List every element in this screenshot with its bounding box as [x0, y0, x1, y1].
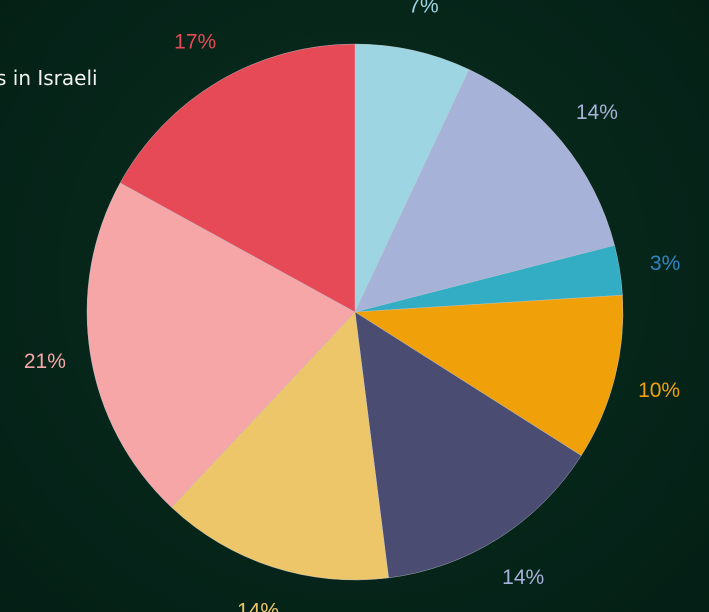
pie-slice-7	[86, 182, 356, 508]
pie-label-4: 10%	[638, 379, 680, 402]
pie-labels: 7% 14% 3% 10% 14% 14% 21% 17%	[24, 0, 680, 612]
chart-title: s in Israeli	[0, 66, 98, 90]
pie-label-7: 21%	[24, 350, 66, 373]
pie-slices	[86, 43, 624, 581]
pie-label-8: 17%	[174, 31, 216, 54]
pie-label-3: 3%	[650, 252, 680, 275]
pie-label-2: 14%	[576, 101, 618, 124]
pie-label-1: 7%	[408, 0, 438, 18]
pie-slice-6	[171, 311, 389, 581]
pie-label-5: 14%	[502, 566, 544, 589]
pie-slice-2	[354, 69, 615, 313]
pie-label-6: 14%	[237, 600, 279, 612]
pie-slice-4	[354, 294, 624, 456]
pie-slice-5	[354, 311, 582, 579]
pie-slice-1	[354, 43, 470, 313]
pie-slice-8	[119, 43, 356, 313]
